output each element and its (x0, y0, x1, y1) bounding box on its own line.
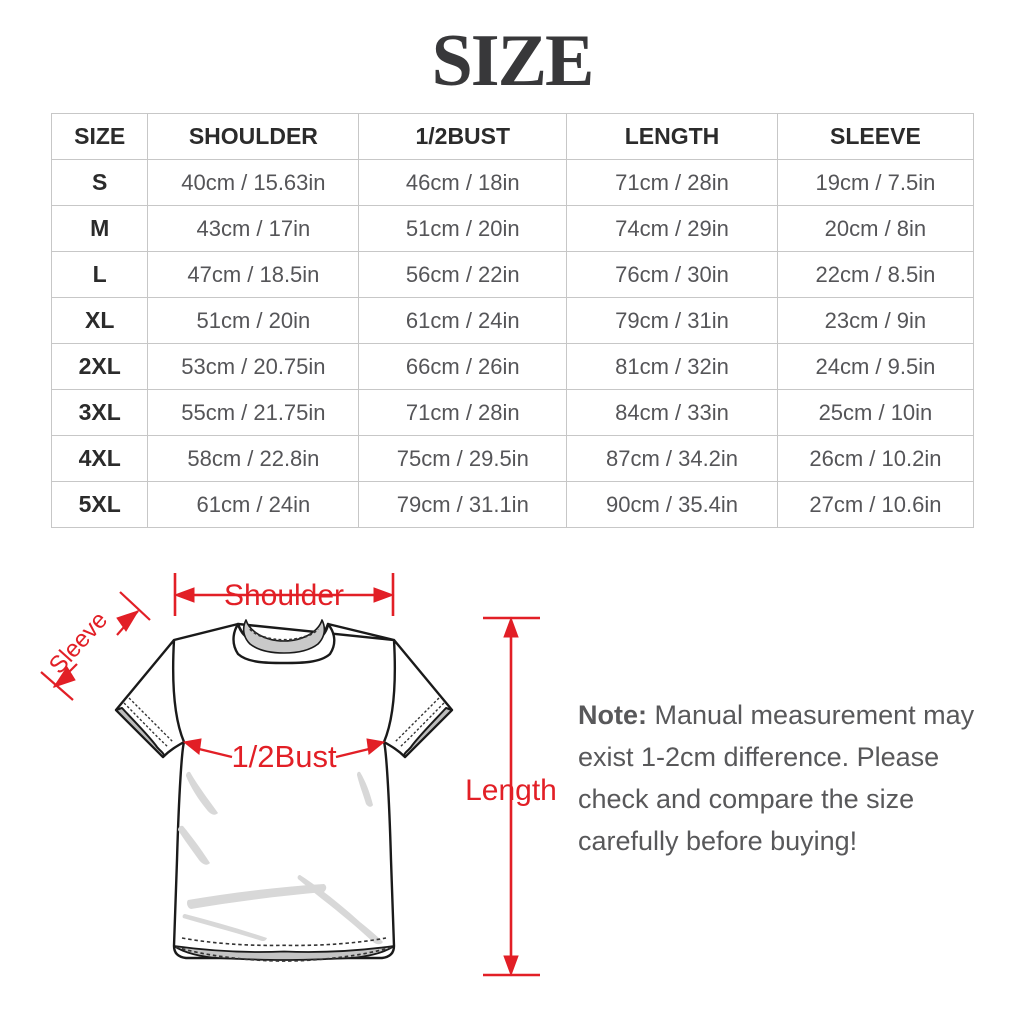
svg-text:Sleeve: Sleeve (44, 607, 113, 680)
svg-text:1/2Bust: 1/2Bust (231, 739, 337, 774)
svg-text:Length: Length (465, 774, 557, 807)
svg-text:Shoulder: Shoulder (224, 579, 344, 612)
